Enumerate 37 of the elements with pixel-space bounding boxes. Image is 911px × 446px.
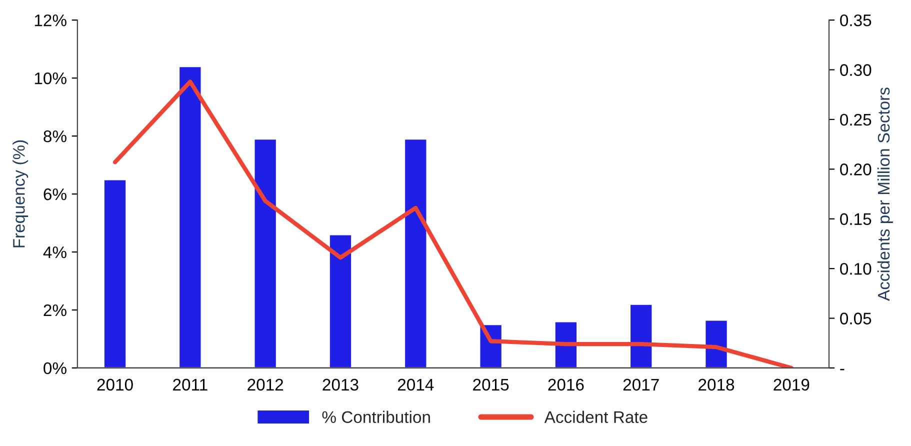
x-tick-label: 2018: [698, 378, 734, 391]
x-tick-label: 2012: [248, 378, 284, 391]
line-series: [112, 80, 794, 368]
legend-label: % Contribution: [322, 410, 430, 424]
bar: [253, 138, 278, 368]
y2-tick-label: 0.30: [840, 64, 872, 76]
y-tick-label: 6%: [44, 188, 66, 200]
y2-tick-label: 0.05: [840, 312, 872, 324]
x-tick-label: 2016: [548, 378, 584, 391]
bar: [103, 178, 127, 368]
bar: [629, 303, 654, 368]
bar: [178, 66, 202, 368]
y2-tick-label: 0.10: [840, 262, 872, 275]
y-tick-label: 0%: [44, 362, 66, 374]
x-tick-label: 2011: [173, 378, 208, 391]
y-tick-label: 10%: [34, 72, 66, 84]
y-tick-label: 8%: [44, 130, 66, 142]
x-tick-label: 2014: [398, 378, 434, 391]
y2-tick-label: 0.25: [840, 114, 872, 126]
x-tick-label: 2010: [97, 378, 133, 391]
y2-tick-label: 0.15: [840, 213, 872, 226]
x-tick-label: 2017: [623, 378, 659, 391]
y2-tick-label: 0.35: [840, 14, 872, 26]
x-tick-label: 2013: [322, 378, 358, 391]
bar: [328, 234, 352, 368]
y-tick-label: 4%: [43, 246, 66, 258]
legend-label: Accident Rate: [544, 410, 648, 424]
y2-tick-label: 0.20: [840, 164, 872, 176]
x-tick-label: 2019: [774, 378, 810, 391]
x-tick-label: 2015: [473, 378, 509, 391]
bar: [404, 138, 428, 368]
y-axis-title: Frequency (%): [12, 140, 28, 248]
bar: [554, 320, 578, 368]
y2-tick-label: -: [840, 368, 844, 370]
y-tick-label: 12%: [34, 14, 66, 26]
y2-axis-title: Accidents per Million Sectors: [877, 88, 893, 301]
y-tick-label: 2%: [44, 304, 66, 316]
